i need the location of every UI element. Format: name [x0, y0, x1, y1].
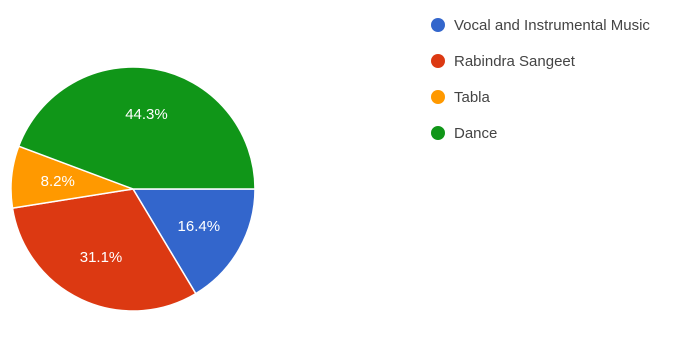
legend-item-vocal-and-instrumental-music[interactable]: Vocal and Instrumental Music [431, 12, 671, 38]
legend-label: Rabindra Sangeet [454, 52, 575, 70]
pie-slice-label: 31.1% [80, 249, 123, 266]
pie-slice-vocal-and-instrumental-music[interactable] [131, 188, 256, 295]
legend-swatch [431, 18, 445, 32]
legend-item-rabindra-sangeet[interactable]: Rabindra Sangeet [431, 48, 671, 74]
legend: Vocal and Instrumental Music Rabindra Sa… [431, 12, 671, 156]
pie-slice-label: 44.3% [125, 106, 168, 123]
legend-swatch [431, 90, 445, 104]
pie-slice-label: 8.2% [41, 173, 75, 190]
legend-label: Vocal and Instrumental Music [454, 16, 650, 34]
legend-swatch [431, 54, 445, 68]
legend-item-dance[interactable]: Dance [431, 120, 671, 146]
legend-swatch [431, 126, 445, 140]
legend-item-tabla[interactable]: Tabla [431, 84, 671, 110]
pie-slice-label: 16.4% [178, 218, 221, 235]
legend-label: Tabla [454, 88, 490, 106]
legend-label: Dance [454, 124, 498, 142]
pie-slice-dance[interactable] [17, 66, 256, 190]
pie-slice-rabindra-sangeet[interactable] [11, 188, 197, 312]
